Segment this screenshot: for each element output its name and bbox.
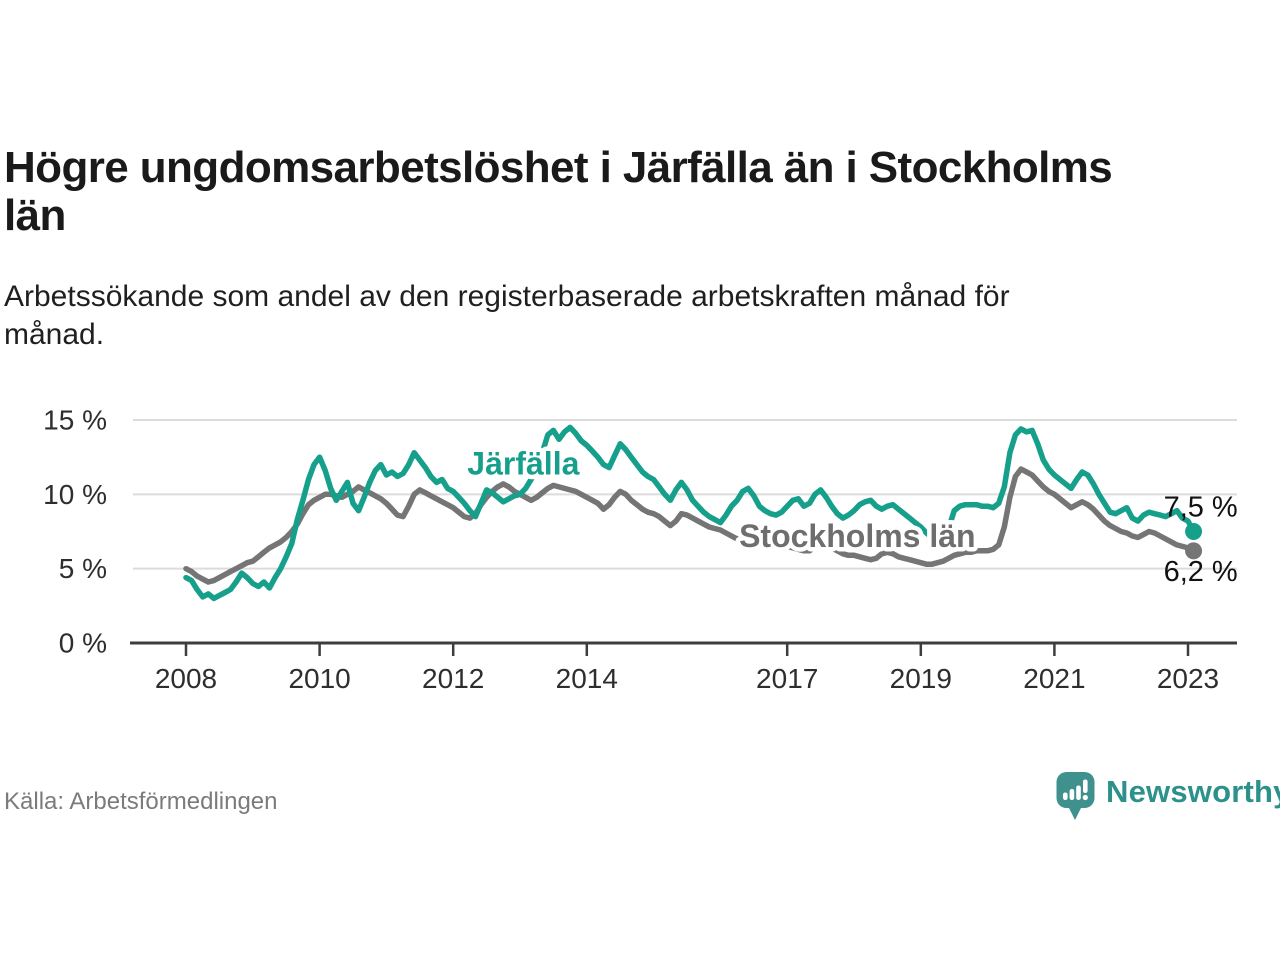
page-subtitle-line: månad. (4, 318, 105, 351)
page-title-line: län (4, 191, 66, 240)
x-axis-tick-label: 2010 (288, 663, 350, 694)
series-line (183, 466, 1197, 585)
x-axis-tick-label: 2023 (1157, 663, 1219, 694)
series-line (183, 424, 1197, 602)
series-label: Stockholms län (739, 518, 976, 554)
x-axis-tick-label: 2021 (1023, 663, 1085, 694)
y-axis-tick-label: 5 % (59, 553, 107, 584)
y-axis-tick-label: 0 % (59, 628, 107, 659)
newsworthy-logo: Newsworthy (1056, 771, 1280, 823)
series-end-value-label: 6,2 % (1164, 556, 1238, 588)
bar-chart-glyph (1063, 779, 1088, 801)
page-title-line: Högre ungdomsarbetslöshet i Järfälla än … (4, 143, 1113, 192)
newsworthy-logo-icon (1056, 772, 1095, 820)
series-end-value-label: 7,5 % (1164, 491, 1238, 523)
page-title: Högre ungdomsarbetslöshet i Järfälla än … (4, 143, 1113, 240)
x-axis-tick-label: 2008 (155, 663, 217, 694)
y-axis-tick-label: 10 % (43, 479, 107, 510)
y-axis-tick-label: 15 % (43, 404, 107, 435)
page-subtitle-line: Arbetssökande som andel av den registerb… (4, 280, 1010, 313)
series-end-dot (1185, 542, 1203, 560)
x-axis-tick-label: 2014 (556, 663, 618, 694)
newsworthy-wordmark: Newsworthy (1106, 774, 1280, 809)
x-axis-tick-label: 2017 (756, 663, 818, 694)
x-axis-tick-label: 2012 (422, 663, 484, 694)
series-label: Järfälla (467, 445, 579, 481)
x-axis-tick-label: 2019 (890, 663, 952, 694)
source-note: Källa: Arbetsförmedlingen (4, 788, 278, 815)
page-subtitle: Arbetssökande som andel av den registerb… (4, 278, 1010, 354)
series-end-dot (1185, 522, 1203, 540)
